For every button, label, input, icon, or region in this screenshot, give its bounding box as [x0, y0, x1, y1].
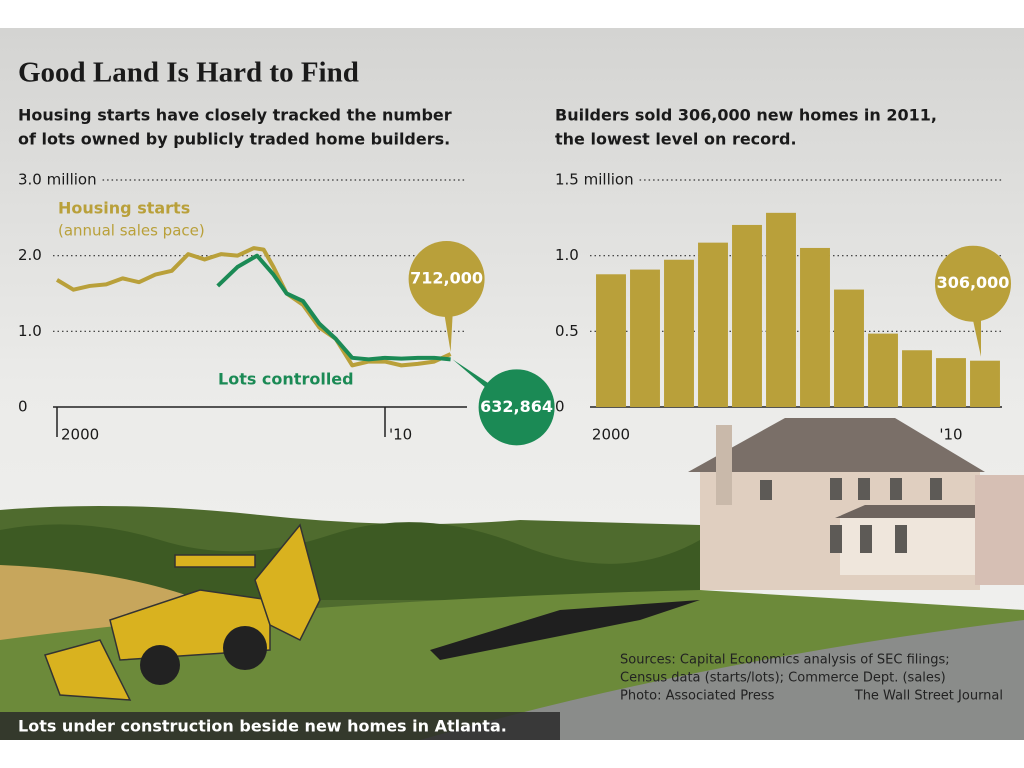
bar	[902, 350, 932, 407]
legend-label: Lots controlled	[218, 370, 354, 389]
y-tick-label: 2.0	[18, 246, 42, 264]
y-tick-label: 3.0 million	[18, 171, 97, 189]
bar	[936, 358, 966, 407]
title: Good Land Is Hard to Find	[18, 57, 359, 89]
source-line: Census data (starts/lots); Commerce Dept…	[620, 671, 946, 686]
callout-circle	[935, 245, 1011, 322]
subtitle: Builders sold 306,000 new homes in 2011,	[555, 106, 937, 125]
legend-label: Housing starts	[58, 199, 190, 218]
callout-label: 306,000	[937, 273, 1010, 292]
bar	[868, 333, 898, 407]
sources: Sources: Capital Economics analysis of S…	[620, 653, 1003, 704]
bar	[664, 259, 694, 407]
source-line: Photo: Associated Press	[620, 689, 775, 704]
y-tick-label: 0.5	[555, 322, 579, 340]
bar	[970, 360, 1000, 407]
callout-circle	[478, 369, 555, 446]
y-tick-label: 1.0	[18, 322, 42, 340]
bar	[834, 289, 864, 407]
callout-label: 712,000	[410, 269, 483, 288]
y-tick-label: 0	[18, 398, 28, 416]
bar	[698, 242, 728, 407]
bar	[630, 269, 660, 407]
subtitle: Housing starts have closely tracked the …	[18, 106, 452, 125]
y-tick-label: 1.5 million	[555, 171, 634, 189]
bar	[800, 247, 830, 407]
bar	[732, 224, 762, 407]
credit: The Wall Street Journal	[854, 689, 1003, 704]
subtitle: the lowest level on record.	[555, 130, 797, 149]
line-series	[55, 246, 452, 368]
caption: Lots under construction beside new homes…	[18, 717, 507, 736]
x-tick-label: 2000	[592, 426, 630, 444]
line-series	[216, 253, 451, 362]
subtitle: of lots owned by publicly traded home bu…	[18, 130, 450, 149]
bar	[596, 274, 626, 407]
x-tick-label: '10	[939, 426, 962, 444]
legend-note: (annual sales pace)	[58, 222, 205, 240]
callout-label: 632,864	[480, 397, 553, 416]
x-tick-label: '10	[389, 426, 412, 444]
y-tick-label: 1.0	[555, 246, 579, 264]
source-line: Sources: Capital Economics analysis of S…	[620, 653, 950, 668]
bar	[766, 212, 796, 407]
y-tick-label: 0	[555, 398, 565, 416]
x-tick-label: 2000	[61, 426, 99, 444]
callout-circle	[408, 241, 485, 318]
